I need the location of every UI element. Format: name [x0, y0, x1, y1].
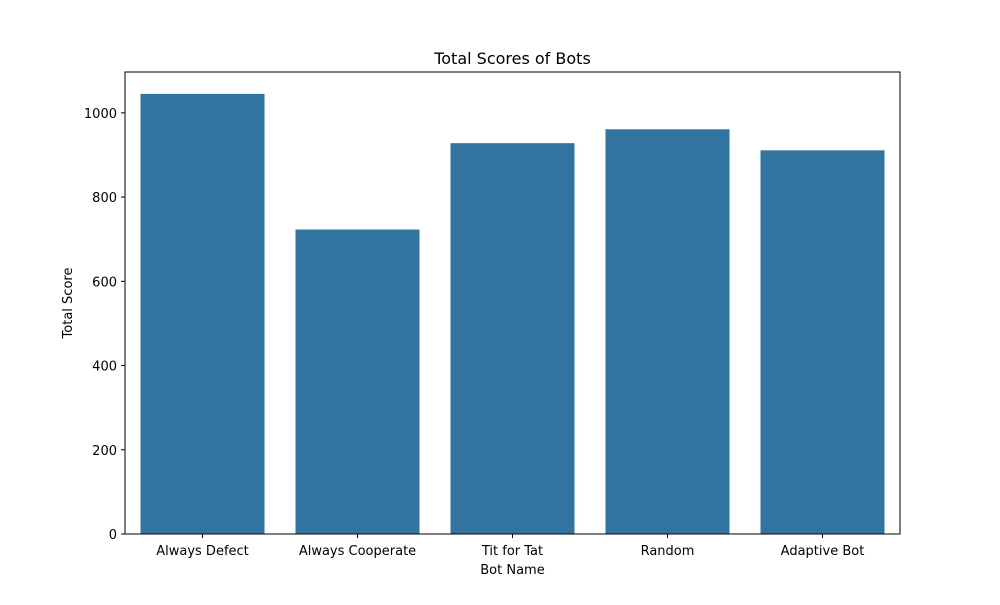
plot-frame	[124, 71, 901, 535]
bar-1	[295, 229, 420, 534]
bar-3	[605, 129, 730, 534]
y-tick-label: 400	[92, 360, 117, 375]
bar-2	[450, 143, 575, 534]
x-tick-label: Always Defect	[156, 544, 249, 559]
bars-group	[140, 93, 885, 535]
x-tick-label: Adaptive Bot	[781, 544, 865, 559]
bar-0	[140, 93, 265, 535]
y-axis-ticks: 0 200 400 600 800 1000	[84, 107, 125, 543]
y-tick-label: 200	[92, 444, 117, 459]
x-tick-label: Random	[641, 544, 695, 559]
bar-4	[760, 150, 885, 535]
x-axis-label: Bot Name	[480, 563, 544, 578]
y-tick-label: 600	[92, 275, 117, 290]
y-tick-label: 800	[92, 191, 117, 206]
x-axis-ticks: Always Defect Always Cooperate Tit for Tat…	[156, 534, 864, 559]
y-tick-label: 1000	[84, 107, 117, 122]
x-tick-label: Always Cooperate	[299, 544, 416, 559]
x-tick-label: Tit for Tat	[481, 544, 543, 559]
y-axis-label: Total Score	[61, 268, 76, 340]
chart-title: Total Scores of Bots	[433, 49, 591, 68]
y-tick-label: 0	[109, 528, 117, 543]
